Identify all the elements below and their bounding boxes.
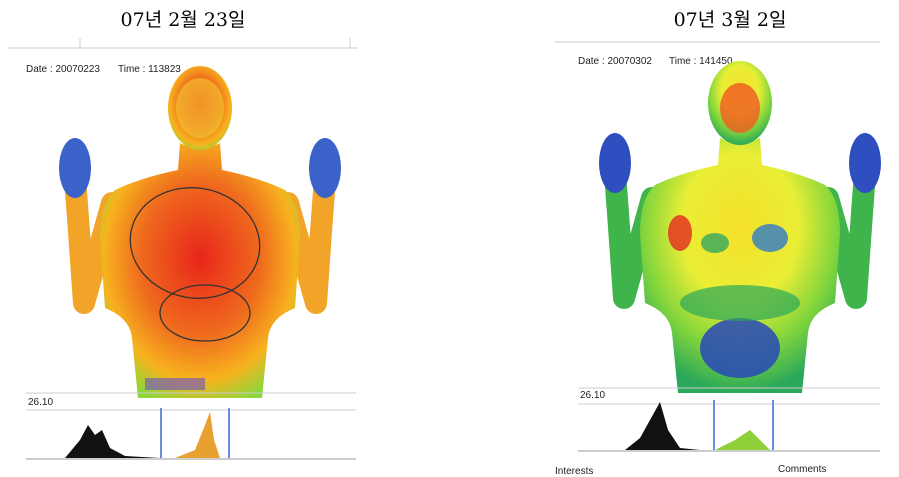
- date: Date : 20070223: [26, 64, 100, 75]
- tab-label: Interests: [555, 466, 593, 477]
- heading: 07년 3월 2일: [674, 9, 787, 31]
- date: Date : 20070302: [578, 56, 652, 67]
- heading: 07년 2월 23일: [121, 9, 246, 31]
- tab-label: Comments: [778, 464, 826, 475]
- time: Time : 141450: [669, 56, 733, 67]
- scale-label: 26.10: [28, 397, 53, 408]
- thermal-panel: Date : 20070223 Time : 113823 26.10: [8, 38, 358, 459]
- body-thermal: [59, 66, 341, 398]
- body-thermal: [599, 61, 881, 393]
- screenshot: 07년 2월 23일 07년 3월 2일 Date : 20070223 Tim…: [0, 0, 899, 477]
- page: 07년 2월 23일 07년 3월 2일 Date : 20070223 Tim…: [0, 0, 899, 477]
- scale-label: 26.10: [580, 390, 605, 401]
- time: Time : 113823: [118, 64, 181, 75]
- thermal-panel: Date : 20070302 Time : 141450 26.10 Inte…: [555, 42, 881, 477]
